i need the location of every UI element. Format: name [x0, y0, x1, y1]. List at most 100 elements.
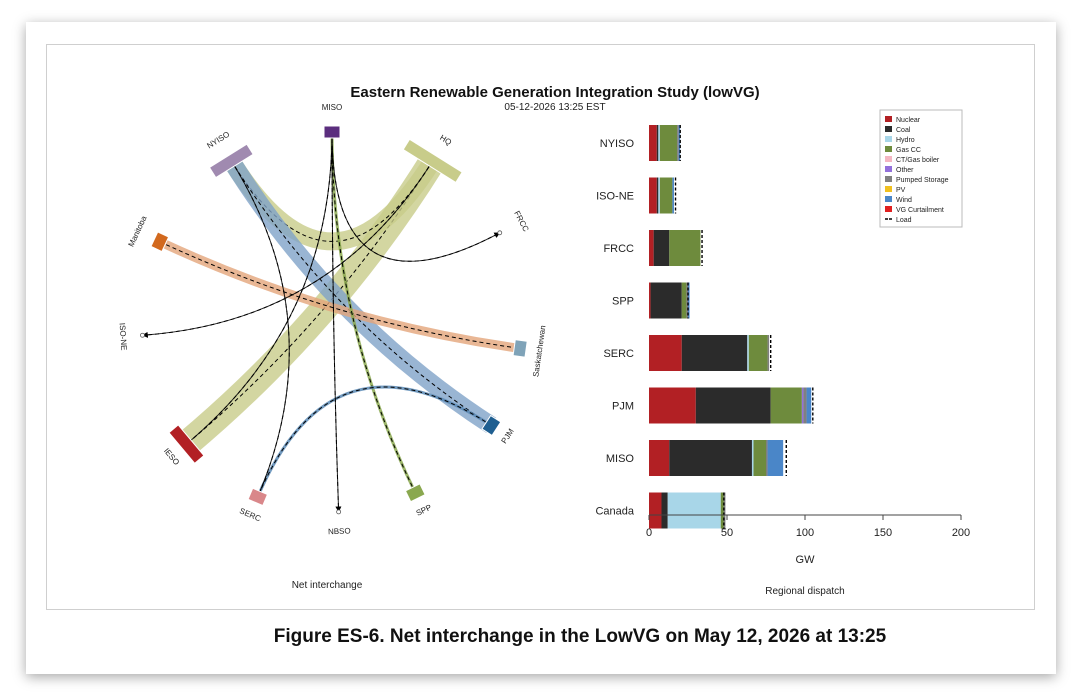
chord-node-pjm [481, 414, 502, 437]
bar-pjm-wind [806, 387, 812, 424]
category-label-nyiso: NYISO [600, 138, 635, 150]
chord-node-nyiso [208, 143, 254, 179]
legend-swatch-other [885, 166, 892, 172]
legend-box [879, 109, 963, 228]
category-label-miso: MISO [606, 453, 635, 465]
chord-label-nbso: NBSO [328, 526, 351, 536]
bar-canada-nuclear [649, 492, 662, 529]
legend-label-load: Load [896, 217, 912, 224]
chord-flow-hq-nyiso-arrow [230, 160, 434, 242]
bar-iso-ne-nuclear [649, 177, 657, 214]
chord-flow-hq-iso-ne-arrow [141, 160, 434, 338]
legend-label-gas-cc: Gas CC [896, 147, 921, 154]
chord-flow-miso-nbso-arrow [331, 131, 342, 513]
legend-label-pumped-storage: Pumped Storage [896, 177, 949, 184]
category-label-serc: SERC [603, 348, 634, 360]
x-tick-label: 0 [646, 527, 652, 539]
bar-canada-gas-cc [720, 492, 724, 529]
chord-label-iso-ne: ISO-NE [118, 323, 129, 351]
bar-miso-hydro [751, 440, 754, 476]
bar-pjm-coal [695, 387, 771, 424]
x-tick-label: 150 [874, 527, 892, 539]
net-interchange-label: Net interchange [292, 580, 363, 591]
chord-node-miso [323, 125, 341, 139]
bar-pjm-pumped-storage [803, 387, 807, 424]
chord-node-spp [404, 483, 426, 503]
bar-spp-pumped-storage [686, 282, 688, 319]
chord-node-frcc [497, 230, 503, 236]
bar-canada-coal [661, 492, 668, 529]
legend: Nuclear Coal Hydro Gas CC CT/Gas boiler Other… [879, 109, 963, 228]
chart-title: Eastern Renewable Generation Integration… [350, 84, 760, 101]
category-label-iso-ne: ISO-NE [596, 191, 634, 203]
legend-swatch-hydro [885, 136, 892, 142]
legend-swatch-gas-cc [885, 146, 892, 152]
chord-node-iso-ne [140, 332, 145, 338]
chord-flow-nyiso-serc-arrow [230, 160, 290, 498]
chord-node-nbso [336, 509, 342, 515]
chord-node-hq [402, 138, 463, 184]
bar-pjm-gas-cc [770, 387, 802, 424]
chord-flow-miso-frcc-arrow [331, 131, 501, 262]
legend-swatch-coal [885, 126, 892, 132]
bar-miso-coal [669, 440, 752, 476]
chord-flow-pjm-serc-arrow [257, 386, 492, 498]
legend-swatch-nuclear [885, 116, 892, 122]
legend-swatch-pumped-storage [885, 176, 892, 182]
bar-spp-nuclear [649, 282, 651, 319]
bar-nyiso-nuclear [649, 125, 657, 161]
bar-iso-ne-hydro [658, 177, 660, 214]
legend-label-coal: Coal [896, 127, 911, 134]
bar-iso-ne-wind [672, 177, 674, 214]
chord-node-manitoba [150, 231, 170, 253]
bar-spp-coal [650, 282, 682, 319]
bar-spp-wind [688, 282, 690, 319]
bar-frcc-nuclear [649, 230, 654, 266]
legend-label-other: Other [896, 167, 914, 174]
bar-miso-pumped-storage [766, 440, 768, 476]
chord-node-serc [247, 487, 269, 507]
category-label-frcc: FRCC [603, 243, 634, 255]
regional-dispatch-label: Regional dispatch [765, 586, 845, 597]
figure-caption: Figure ES-6. Net interchange in the LowV… [273, 626, 887, 647]
chord-flow-spp-miso-arrow [329, 131, 416, 493]
chord-node-ieso [168, 424, 205, 465]
bar-iso-ne-coal [656, 177, 659, 214]
chord-label-miso: MISO [322, 103, 342, 112]
bar-nyiso-wind [678, 125, 681, 161]
bar-frcc-coal [653, 230, 670, 266]
x-tick-label: 50 [721, 527, 733, 539]
bar-serc-hydro [747, 335, 749, 371]
bar-nyiso-gas-cc [659, 125, 678, 161]
bar-miso-nuclear [649, 440, 670, 476]
bar-pjm-other [801, 387, 804, 424]
x-tick-label: 200 [952, 527, 970, 539]
legend-label-ct-gas-boiler: CT/Gas boiler [896, 157, 940, 164]
x-axis-label: GW [796, 554, 816, 566]
bar-nyiso-pumped-storage [677, 125, 679, 161]
category-label-pjm: PJM [612, 401, 634, 413]
legend-swatch-ct-gas-boiler [885, 156, 892, 162]
chord-flow-nyiso-pjm-arrow [230, 160, 492, 426]
category-label-canada: Canada [595, 506, 634, 518]
bar-canada-hydro [667, 492, 721, 529]
legend-label-hydro: Hydro [896, 137, 915, 144]
chart-frame [46, 44, 1035, 610]
legend-label-nuclear: Nuclear [896, 117, 921, 124]
bar-miso-wind [767, 440, 784, 476]
bar-spp-gas-cc [681, 282, 687, 319]
legend-swatch-vg-curtailment [885, 206, 892, 212]
bar-iso-ne-gas-cc [659, 177, 673, 214]
bar-frcc-gas-cc [669, 230, 701, 266]
bar-pjm-nuclear [649, 387, 696, 424]
category-label-spp: SPP [612, 296, 634, 308]
bar-canada-pumped-storage [723, 492, 726, 529]
chord-flow-manitoba-saskatchewan-arrow [159, 241, 521, 351]
bar-serc-nuclear [649, 335, 682, 371]
legend-label-wind: Wind [896, 197, 912, 204]
legend-swatch-pv [885, 186, 892, 192]
bar-nyiso-coal [656, 125, 659, 161]
bar-nyiso-hydro [658, 125, 660, 161]
